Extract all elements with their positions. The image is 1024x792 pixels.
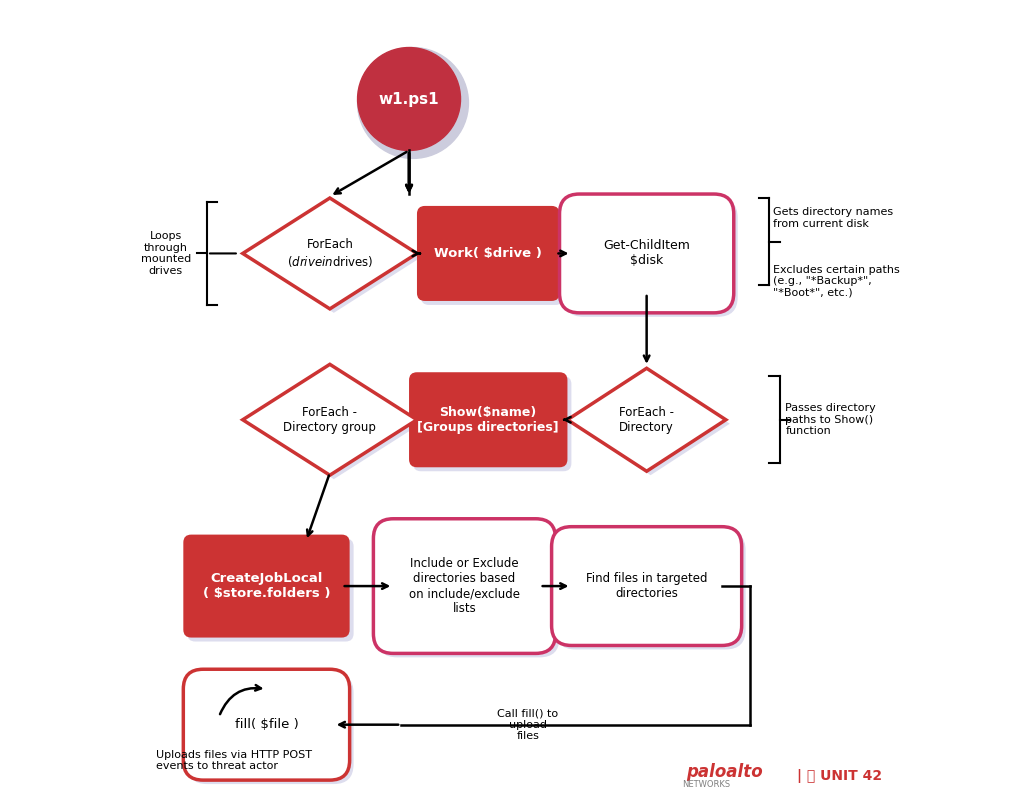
FancyBboxPatch shape [559, 194, 734, 313]
Text: | 🔥 UNIT 42: | 🔥 UNIT 42 [797, 769, 883, 783]
Text: ForEach -
Directory: ForEach - Directory [620, 406, 674, 434]
Polygon shape [243, 364, 417, 475]
Text: Call fill() to
upload
files: Call fill() to upload files [498, 708, 558, 741]
Circle shape [357, 48, 468, 158]
Text: Passes directory
paths to Show()
function: Passes directory paths to Show() functio… [785, 403, 876, 436]
Text: Work( $drive ): Work( $drive ) [434, 247, 542, 260]
FancyBboxPatch shape [187, 539, 353, 642]
FancyBboxPatch shape [556, 531, 745, 649]
Text: Loops
through
mounted
drives: Loops through mounted drives [140, 231, 191, 276]
Text: CreateJobLocal
( $store.folders ): CreateJobLocal ( $store.folders ) [203, 572, 330, 600]
Text: w1.ps1: w1.ps1 [379, 92, 439, 106]
Text: fill( $file ): fill( $file ) [234, 718, 298, 731]
FancyBboxPatch shape [409, 372, 567, 467]
Text: ForEach
($drive in $drives): ForEach ($drive in $drives) [287, 238, 373, 268]
Text: ForEach -
Directory group: ForEach - Directory group [284, 406, 376, 434]
Text: Include or Exclude
directories based
on include/exclude
lists: Include or Exclude directories based on … [409, 557, 520, 615]
Text: Uploads files via HTTP POST
events to threat actor: Uploads files via HTTP POST events to th… [156, 749, 311, 771]
FancyBboxPatch shape [552, 527, 741, 645]
Text: Excludes certain paths
(e.g., "*Backup*",
"*Boot*", etc.): Excludes certain paths (e.g., "*Backup*"… [773, 265, 900, 298]
Text: Find files in targeted
directories: Find files in targeted directories [586, 572, 708, 600]
Polygon shape [243, 198, 417, 309]
Circle shape [357, 48, 461, 150]
FancyBboxPatch shape [413, 376, 571, 471]
Text: paloalto: paloalto [686, 763, 763, 781]
Polygon shape [247, 368, 421, 479]
FancyBboxPatch shape [187, 673, 353, 784]
Polygon shape [247, 202, 421, 313]
FancyBboxPatch shape [183, 669, 349, 780]
Text: NETWORKS: NETWORKS [682, 779, 730, 789]
Text: Show($name)
[Groups directories]: Show($name) [Groups directories] [418, 406, 559, 434]
FancyBboxPatch shape [374, 519, 556, 653]
FancyBboxPatch shape [563, 198, 737, 317]
FancyBboxPatch shape [183, 535, 349, 638]
FancyBboxPatch shape [378, 523, 559, 657]
Polygon shape [567, 368, 726, 471]
Text: Get-ChildItem
$disk: Get-ChildItem $disk [603, 239, 690, 268]
Text: Gets directory names
from current disk: Gets directory names from current disk [773, 207, 894, 229]
Polygon shape [571, 372, 730, 475]
FancyBboxPatch shape [417, 206, 559, 301]
FancyBboxPatch shape [421, 210, 563, 305]
